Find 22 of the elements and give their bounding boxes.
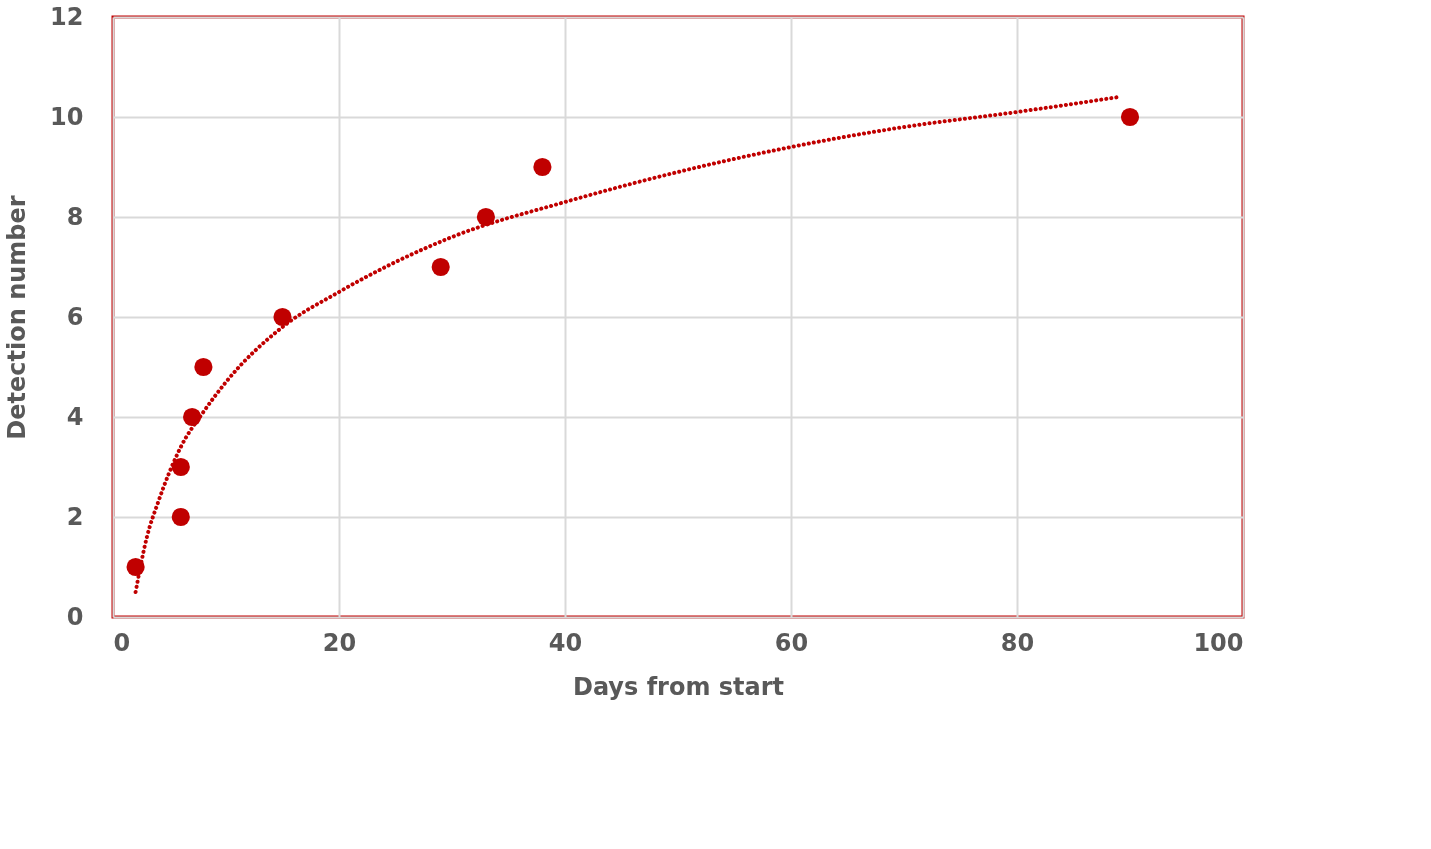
point	[1120, 107, 1140, 127]
x-tick-label: 80	[1000, 628, 1035, 657]
point	[431, 257, 450, 277]
y-tick-label: 8	[66, 202, 84, 231]
y-tick-label: 4	[66, 402, 84, 431]
x-tick-label: 100	[1193, 628, 1244, 657]
point	[194, 357, 213, 377]
point	[171, 507, 190, 527]
x-tick-label: 60	[774, 628, 809, 657]
x-tick-label: 20	[322, 628, 357, 657]
x-tick-label: 40	[548, 628, 583, 657]
point	[533, 157, 552, 177]
y-tick-label: 6	[66, 302, 84, 331]
point	[171, 457, 190, 477]
x-axis-title: Days from start	[572, 672, 785, 701]
y-axis-title: Detection number	[3, 195, 32, 440]
y-tick-label: 10	[50, 102, 84, 131]
y-tick-label: 12	[50, 2, 84, 31]
y-tick-label: 0	[66, 602, 84, 631]
x-tick-label: 0	[113, 628, 131, 657]
y-tick-label: 2	[66, 502, 84, 531]
point	[273, 307, 292, 327]
